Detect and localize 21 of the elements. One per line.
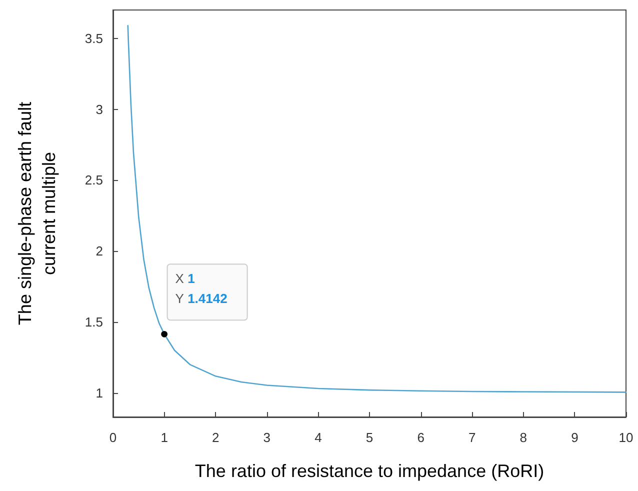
y-tick-label: 1 <box>96 385 103 400</box>
y-tick-label: 2.5 <box>84 172 103 188</box>
y-tick-label: 3.5 <box>84 30 103 46</box>
x-tick-label: 5 <box>366 430 374 445</box>
y-axis-title: The single-phase earth fault current multiple <box>15 102 59 326</box>
y-tick-label: 2 <box>96 244 103 259</box>
x-tick-label: 2 <box>212 430 220 445</box>
y-tick-label: 1.5 <box>84 314 103 330</box>
x-tick-label: 6 <box>417 430 424 445</box>
x-tick-label: 10 <box>618 430 634 445</box>
x-tick-label: 1 <box>160 430 168 445</box>
x-tick-label: 8 <box>520 430 528 445</box>
x-tick-label: 3 <box>263 430 271 445</box>
x-tick-label: 0 <box>109 430 117 445</box>
line-series <box>127 24 627 393</box>
x-tick-label: 4 <box>314 430 322 445</box>
x-tick-label: 7 <box>468 430 476 445</box>
x-axis-title: The ratio of resistance to impedance (RoRI) <box>194 461 544 481</box>
y-tick-label: 3 <box>96 102 103 117</box>
annotation: X 1 Y 1.4142 <box>175 271 228 306</box>
x-tick-label: 9 <box>571 430 578 445</box>
